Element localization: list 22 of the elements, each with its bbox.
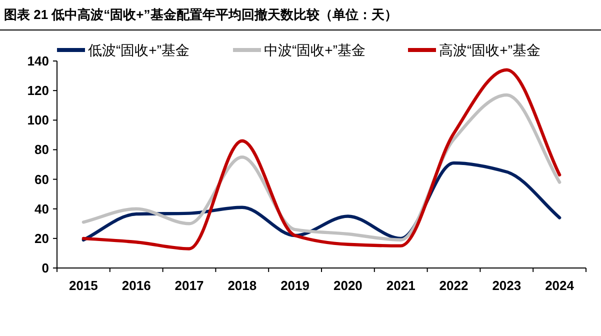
x-tick-label: 2023 xyxy=(492,278,522,293)
x-tick-label: 2015 xyxy=(68,278,98,293)
y-tick-label: 0 xyxy=(42,260,49,276)
y-tick-label: 140 xyxy=(27,54,49,68)
legend-label: 高波“固收+”基金 xyxy=(439,42,540,58)
x-tick-label: 2016 xyxy=(122,278,151,293)
x-tick-label: 2021 xyxy=(386,278,416,293)
y-tick-label: 100 xyxy=(27,112,49,128)
x-tick-label: 2018 xyxy=(228,278,257,293)
x-tick-label: 2017 xyxy=(174,278,204,293)
title: 图表 21 低中高波“固收+”基金配置年平均回撤天数比较（单位：天） xyxy=(4,7,398,22)
y-tick-label: 20 xyxy=(34,230,49,246)
x-tick-label: 2022 xyxy=(439,278,468,293)
x-tick-label: 2019 xyxy=(280,278,310,293)
y-tick-label: 40 xyxy=(34,201,49,216)
y-tick-label: 80 xyxy=(34,142,49,158)
legend-label: 低波“固收+”基金 xyxy=(88,42,190,58)
x-tick-label: 2020 xyxy=(333,278,362,293)
y-tick-label: 120 xyxy=(27,83,49,98)
y-tick-label: 60 xyxy=(34,172,49,187)
legend-label: 中波“固收+”基金 xyxy=(264,42,366,58)
x-tick-label: 2024 xyxy=(545,278,575,293)
